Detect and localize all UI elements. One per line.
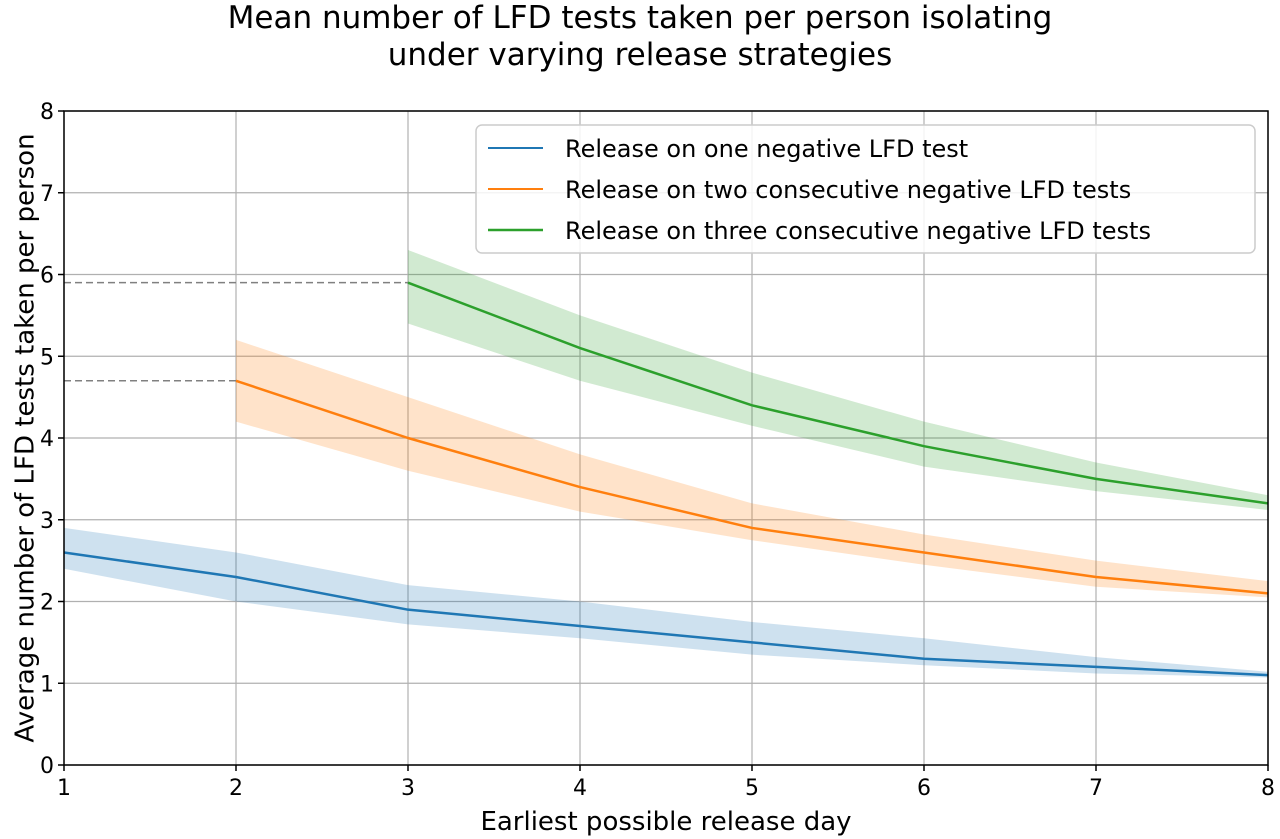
y-tick-label: 3 (40, 509, 54, 534)
reference-lines (64, 281, 408, 382)
series-lines (63, 281, 1269, 677)
line-one-negative (63, 551, 1269, 677)
x-tick-label: 1 (57, 776, 71, 801)
band-three-negative (408, 249, 1268, 510)
band-two-negative (236, 339, 1268, 598)
x-tick-label: 6 (917, 776, 931, 801)
x-tick-label: 3 (401, 776, 415, 801)
y-tick-label: 8 (40, 100, 54, 125)
y-tick-label: 6 (40, 264, 54, 289)
x-axis-label: Earliest possible release day (480, 807, 851, 837)
x-tick-label: 4 (573, 776, 587, 801)
y-tick-label: 4 (40, 427, 54, 452)
x-tick-label: 8 (1261, 776, 1275, 801)
confidence-bands (64, 249, 1268, 678)
line-three-negative (407, 281, 1269, 505)
legend: Release on one negative LFD test Release… (475, 124, 1256, 254)
y-tick-label: 0 (40, 754, 54, 779)
y-tick-label: 7 (40, 182, 54, 207)
x-tick-label: 7 (1089, 776, 1103, 801)
legend-label-two-negative: Release on two consecutive negative LFD … (565, 176, 1131, 204)
line-two-negative (235, 379, 1269, 595)
chart-title-line-2: under varying release strategies (387, 37, 893, 73)
y-axis-label: Average number of LFD tests taken per pe… (11, 133, 41, 742)
x-tick-label: 2 (229, 776, 243, 801)
y-tick-label: 2 (40, 591, 54, 616)
y-tick-label: 1 (40, 672, 54, 697)
y-tick-label: 5 (40, 345, 54, 370)
x-tick-label: 5 (745, 776, 759, 801)
legend-label-one-negative: Release on one negative LFD test (565, 135, 968, 163)
legend-label-three-negative: Release on three consecutive negative LF… (565, 217, 1151, 245)
chart-title-line-1: Mean number of LFD tests taken per perso… (227, 0, 1053, 36)
legend-box (475, 124, 1256, 254)
band-one-negative (64, 527, 1268, 678)
